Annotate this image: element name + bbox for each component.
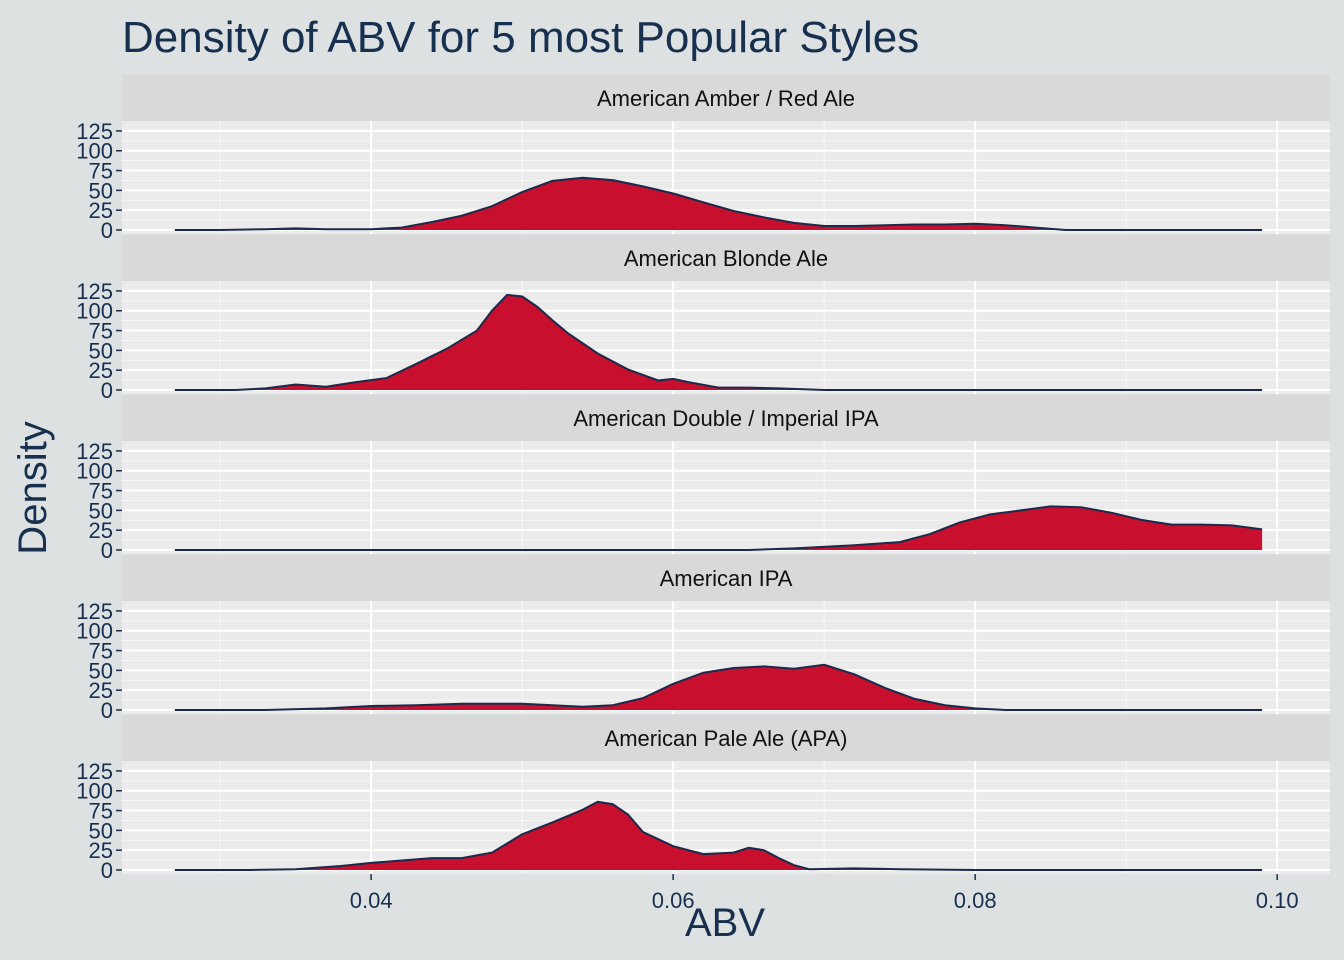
y-tick-label: 125 <box>76 279 113 304</box>
x-tick-label: 0.10 <box>1256 888 1299 913</box>
y-tick-label: 125 <box>76 119 113 144</box>
y-tick-label: 50 <box>89 178 113 203</box>
density-line <box>174 663 1263 711</box>
facet-strip <box>122 395 1330 441</box>
y-tick-label: 50 <box>89 658 113 683</box>
y-tick-label: 75 <box>89 639 113 664</box>
density-area <box>174 801 1263 870</box>
facet-strip-label: American Double / Imperial IPA <box>573 406 879 431</box>
chart-title: Density of ABV for 5 most Popular Styles <box>122 13 919 62</box>
y-tick-label: 100 <box>76 779 113 804</box>
y-tick-label: 75 <box>89 319 113 344</box>
x-tick-label: 0.08 <box>954 888 997 913</box>
y-tick-label: 100 <box>76 139 113 164</box>
density-area <box>174 177 1263 230</box>
y-tick-label: 0 <box>101 858 113 883</box>
y-tick-label: 0 <box>101 698 113 723</box>
y-tick-label: 125 <box>76 439 113 464</box>
y-tick-label: 0 <box>101 538 113 563</box>
y-tick-label: 100 <box>76 619 113 644</box>
facet-strip <box>122 555 1330 601</box>
facet-strip <box>122 75 1330 121</box>
facet-strip-label: American Amber / Red Ale <box>597 86 855 111</box>
y-tick-label: 25 <box>89 358 113 383</box>
facet-strip-label: American Pale Ale (APA) <box>605 726 848 751</box>
y-tick-label: 25 <box>89 838 113 863</box>
density-line <box>174 176 1263 231</box>
facet-strip <box>122 715 1330 761</box>
y-tick-label: 75 <box>89 799 113 824</box>
facet-panel: American Double / Imperial IPA 0255075100… <box>76 395 1330 563</box>
y-tick-label: 50 <box>89 498 113 523</box>
y-tick-label: 100 <box>76 299 113 324</box>
y-tick-label: 25 <box>89 518 113 543</box>
y-tick-label: 50 <box>89 818 113 843</box>
density-area <box>174 294 1263 390</box>
x-tick-label: 0.06 <box>652 888 695 913</box>
y-tick-label: 0 <box>101 378 113 403</box>
facet-strip-label: American Blonde Ale <box>624 246 828 271</box>
y-tick-label: 100 <box>76 459 113 484</box>
x-axis: 0.04 0.06 0.08 0.10 <box>350 874 1299 913</box>
y-tick-label: 25 <box>89 678 113 703</box>
y-tick-label: 125 <box>76 599 113 624</box>
y-tick-label: 25 <box>89 198 113 223</box>
density-line <box>174 800 1263 871</box>
y-tick-label: 75 <box>89 159 113 184</box>
x-tick-label: 0.04 <box>350 888 393 913</box>
density-area <box>174 506 1263 550</box>
density-line <box>174 505 1263 551</box>
facet-strip-label: American IPA <box>660 566 793 591</box>
facet-panels: American Amber / Red Ale0255075100125Ame… <box>76 75 1330 883</box>
y-tick-label: 50 <box>89 338 113 363</box>
y-tick-label: 125 <box>76 759 113 784</box>
density-area <box>174 664 1263 710</box>
density-line <box>174 293 1263 391</box>
facet-strip <box>122 235 1330 281</box>
y-tick-label: 0 <box>101 218 113 243</box>
panel-background <box>122 281 1330 394</box>
y-tick-label: 75 <box>89 479 113 504</box>
x-axis-title: ABV <box>685 901 765 945</box>
y-axis-title: Density <box>11 421 55 554</box>
